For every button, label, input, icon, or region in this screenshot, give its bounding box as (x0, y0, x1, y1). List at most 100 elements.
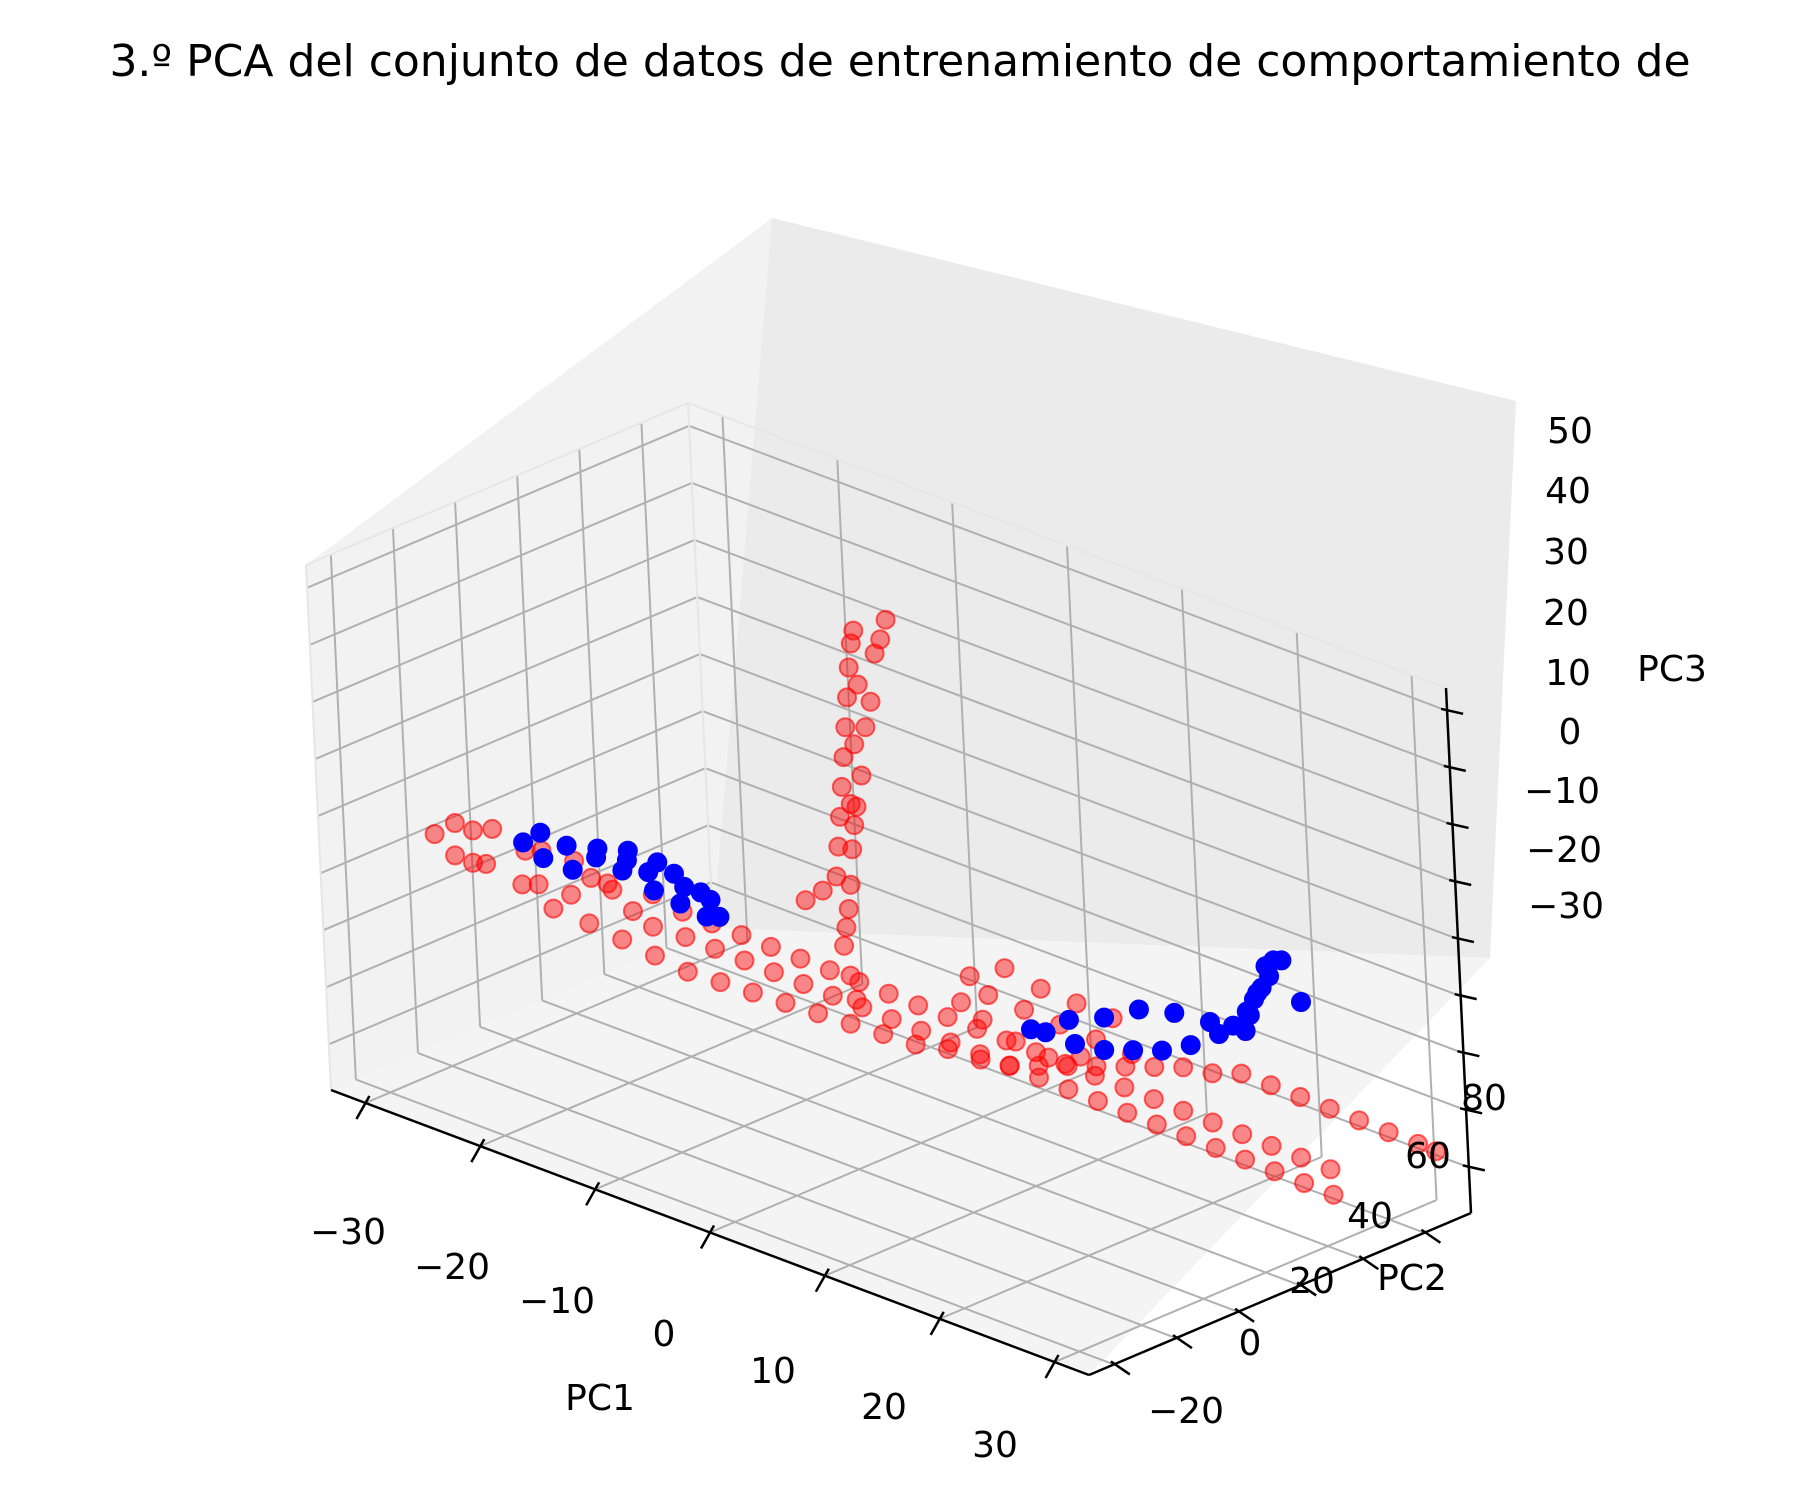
scatter-point (838, 657, 859, 678)
scatter-point (1128, 999, 1149, 1020)
scatter-point (1291, 1147, 1312, 1168)
scatter-point (1164, 1002, 1185, 1023)
scatter-point (1173, 1100, 1194, 1121)
scatter-point (836, 917, 857, 938)
scatter-point (1180, 1035, 1201, 1056)
scatter-point (793, 974, 814, 994)
y-tick-label: 60 (1405, 1136, 1451, 1177)
scatter-point (763, 962, 784, 983)
left-gridline (306, 424, 690, 589)
pane-edge (305, 402, 689, 566)
scatter-point (1261, 1135, 1282, 1156)
z-tick (1446, 821, 1469, 830)
y-tick (1110, 1360, 1131, 1376)
back-gridline (702, 710, 1462, 998)
scatter-point (647, 852, 668, 873)
scatter-point (1200, 1012, 1220, 1032)
scatter-point (612, 929, 633, 950)
scatter-point (543, 898, 564, 919)
left-gridline (323, 767, 706, 932)
left-gridline (329, 554, 357, 1080)
x-tick-label: 0 (653, 1314, 676, 1355)
y-tick (1296, 1281, 1317, 1297)
z-tick-label: −20 (1526, 830, 1602, 871)
scatter-point (512, 874, 533, 895)
scatter-point (959, 966, 980, 987)
scatter-point (1290, 1087, 1311, 1107)
scatter-point (1319, 1098, 1340, 1119)
scatter-point (831, 776, 852, 797)
scatter-point (840, 965, 861, 986)
scatter-point (705, 938, 725, 959)
scatter-point (644, 880, 664, 901)
x-tick (470, 1138, 486, 1163)
scatter-point (670, 893, 691, 914)
x-tick-label: −10 (519, 1281, 595, 1322)
scatter-point (844, 815, 865, 836)
scatter-point (533, 848, 554, 869)
scatter-point (1202, 1063, 1223, 1084)
z-tick (1448, 878, 1472, 887)
left-gridline (309, 481, 693, 646)
scatter-point (1152, 1040, 1172, 1061)
scatter-point (1294, 1173, 1315, 1193)
left-gridline (328, 881, 712, 1046)
scatter-point (1235, 1149, 1256, 1170)
scatter-point (835, 717, 856, 738)
scatter-point (1378, 1122, 1399, 1143)
scatter-point (674, 876, 695, 897)
scatter-point (664, 863, 684, 884)
y-tick-label: 20 (1289, 1261, 1335, 1302)
z-tick-label: −30 (1528, 886, 1604, 927)
scatter-point (978, 985, 999, 1005)
scatter-point (970, 1044, 991, 1065)
axis-lines (330, 687, 1486, 1379)
scatter-point (1247, 983, 1268, 1003)
z-tick-label: 50 (1547, 411, 1593, 452)
back-gridline (1066, 545, 1093, 1071)
floor-gridline (824, 1112, 1208, 1277)
scatter-point (556, 835, 577, 856)
floor-gridline (594, 1026, 978, 1191)
scatter-point (878, 983, 899, 1004)
back-gridline (836, 459, 864, 985)
floor-gridline (355, 1078, 1115, 1366)
scatter-point (1144, 1057, 1165, 1077)
z-tick-label: −10 (1524, 771, 1600, 812)
scatter-point (760, 936, 781, 957)
y-tick-labels: −20 0 20 40 60 80 (1148, 1078, 1507, 1432)
scatter-point (1030, 978, 1051, 999)
scatter-point (847, 674, 868, 695)
back-gridline (951, 502, 979, 1028)
pane-edge (687, 402, 1447, 689)
scatter-point (734, 950, 755, 971)
y-tick (1420, 1228, 1442, 1244)
scatter-point (1058, 1009, 1079, 1030)
left-gridline (325, 824, 709, 989)
x-tick (585, 1181, 601, 1206)
x-tick-label: −30 (310, 1212, 386, 1253)
left-gridline (516, 475, 544, 1001)
scatter-point (864, 643, 885, 664)
scatter-point (1291, 992, 1311, 1012)
z-tick (1443, 764, 1467, 773)
scatter-point (1086, 1056, 1107, 1077)
scatter-point (444, 813, 465, 833)
z-tick-label: 0 (1559, 712, 1582, 753)
left-gridline (454, 501, 482, 1027)
y-tick-label: 80 (1461, 1078, 1507, 1119)
scatter-point (1349, 1110, 1370, 1131)
z-tick-label: 20 (1543, 593, 1589, 634)
scatter-point (970, 1049, 991, 1070)
y-tick-label: 40 (1347, 1196, 1393, 1237)
x-tick (1044, 1354, 1060, 1379)
scatter-point (424, 824, 445, 844)
z-tick (1462, 1164, 1486, 1172)
scatter-point (1205, 1137, 1226, 1158)
x-tick (355, 1095, 371, 1120)
z-tick (1459, 1107, 1483, 1115)
x-tick-labels: −30 −20 −10 0 10 20 30 (310, 1212, 1018, 1466)
scatter-point (937, 1007, 958, 1028)
scatter-point (587, 838, 608, 859)
scatter-point (951, 992, 971, 1013)
